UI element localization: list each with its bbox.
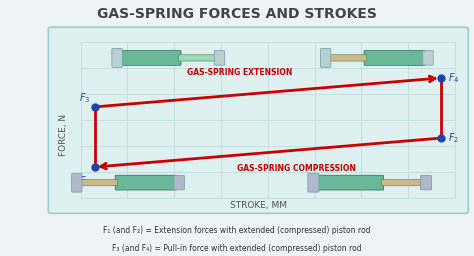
FancyBboxPatch shape: [115, 175, 177, 190]
FancyBboxPatch shape: [179, 55, 217, 61]
FancyBboxPatch shape: [381, 179, 423, 186]
Text: F₃ (and F₄) = Pull-in force with extended (compressed) piston rod: F₃ (and F₄) = Pull-in force with extende…: [112, 244, 362, 253]
FancyBboxPatch shape: [119, 50, 181, 65]
FancyBboxPatch shape: [72, 173, 82, 192]
FancyBboxPatch shape: [308, 173, 319, 192]
FancyBboxPatch shape: [423, 51, 433, 65]
Text: GAS-SPRING EXTENSION: GAS-SPRING EXTENSION: [187, 68, 292, 77]
FancyBboxPatch shape: [420, 175, 432, 190]
Text: $F_3$: $F_3$: [79, 91, 90, 105]
Text: FORCE, N: FORCE, N: [60, 114, 68, 156]
FancyBboxPatch shape: [112, 48, 122, 67]
FancyBboxPatch shape: [214, 51, 225, 65]
Text: GAS-SPRING COMPRESSION: GAS-SPRING COMPRESSION: [237, 164, 356, 173]
Text: $F_1$: $F_1$: [79, 174, 90, 188]
FancyBboxPatch shape: [80, 179, 118, 186]
FancyBboxPatch shape: [48, 27, 468, 213]
FancyBboxPatch shape: [328, 55, 366, 61]
FancyBboxPatch shape: [174, 175, 184, 190]
Text: GAS-SPRING FORCES AND STROKES: GAS-SPRING FORCES AND STROKES: [97, 7, 377, 21]
Text: F₁ (and F₂) = Extension forces with extended (compressed) piston rod: F₁ (and F₂) = Extension forces with exte…: [103, 226, 371, 235]
Text: $F_4$: $F_4$: [448, 71, 459, 85]
FancyBboxPatch shape: [316, 175, 383, 190]
FancyBboxPatch shape: [320, 48, 331, 67]
Text: $F_2$: $F_2$: [448, 131, 459, 145]
Text: STROKE, MM: STROKE, MM: [230, 201, 287, 210]
FancyBboxPatch shape: [364, 50, 426, 65]
